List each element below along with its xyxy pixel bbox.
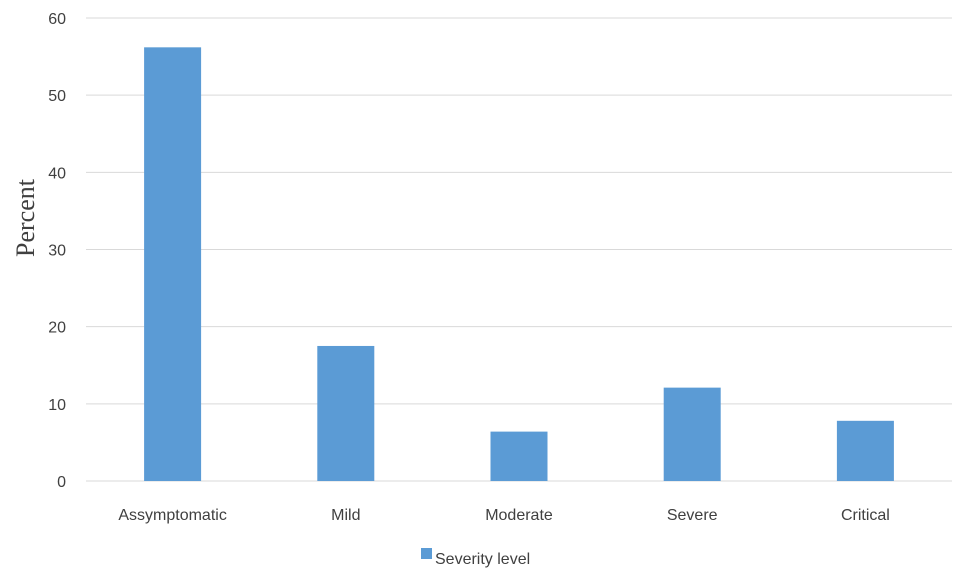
gridlines — [86, 17, 952, 482]
y-axis-ticks: 0 10 20 30 40 50 60 — [48, 11, 66, 491]
y-tick-label: 60 — [48, 11, 66, 28]
bar — [663, 387, 721, 481]
y-tick-label: 50 — [48, 88, 66, 105]
x-tick-label: Severe — [667, 507, 718, 524]
y-tick-label: 10 — [48, 397, 66, 414]
x-tick-label: Assymptomatic — [118, 507, 226, 524]
x-axis-ticks: Assymptomatic Mild Moderate Severe Critical — [118, 507, 889, 524]
legend-swatch — [421, 548, 432, 559]
bar — [836, 420, 894, 481]
y-tick-label: 0 — [57, 474, 66, 491]
bar — [490, 431, 548, 481]
y-tick-label: 40 — [48, 165, 66, 182]
y-tick-label: 30 — [48, 243, 66, 260]
y-tick-label: 20 — [48, 320, 66, 337]
legend: Severity level — [421, 548, 530, 568]
y-axis-label: Percent — [11, 178, 40, 257]
x-tick-label: Critical — [841, 507, 890, 524]
bars — [144, 47, 894, 481]
legend-label: Severity level — [435, 551, 530, 568]
x-tick-label: Moderate — [485, 507, 553, 524]
bar — [317, 345, 375, 481]
bar — [144, 47, 202, 481]
x-tick-label: Mild — [331, 507, 360, 524]
